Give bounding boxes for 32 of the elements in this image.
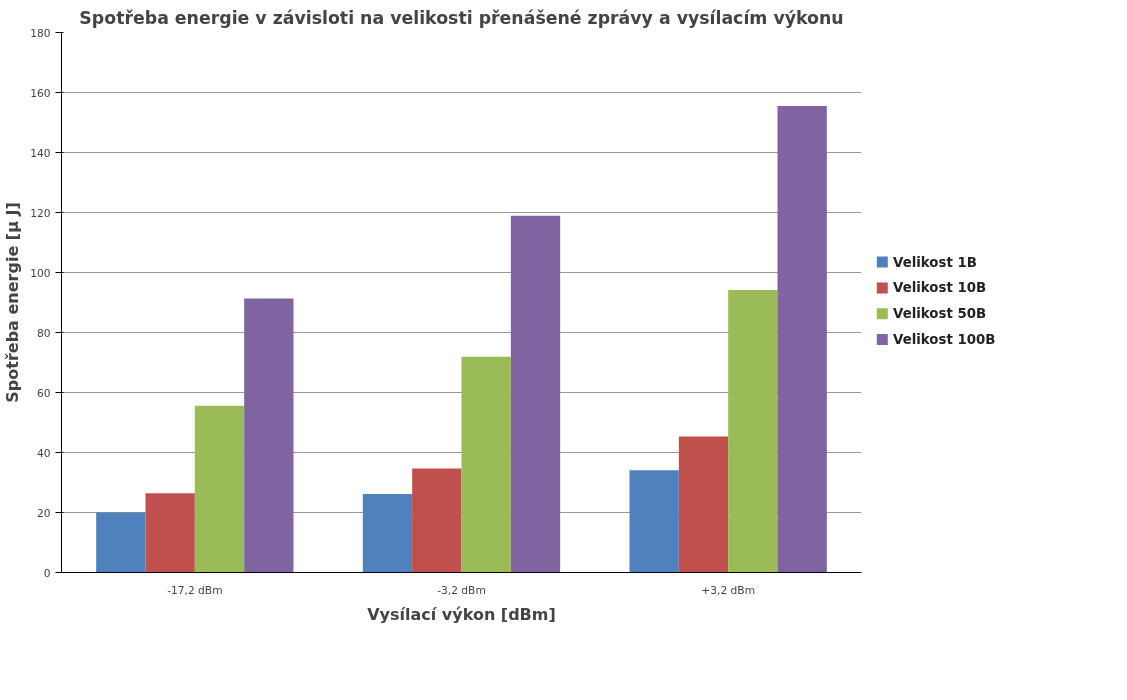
bar bbox=[678, 436, 729, 573]
bar bbox=[629, 470, 679, 573]
y-tick-label: 60 bbox=[36, 386, 51, 400]
y-axis-title: Spotřeba energie [µ J] bbox=[3, 202, 23, 403]
x-tick-label: -17,2 dBm bbox=[167, 583, 223, 597]
y-tick-label: 160 bbox=[30, 86, 51, 100]
bar bbox=[362, 493, 413, 573]
x-tick-label: +3,2 dBm bbox=[701, 583, 756, 597]
bar bbox=[728, 289, 778, 573]
bar bbox=[777, 106, 827, 573]
y-tick-label: 0 bbox=[43, 566, 51, 580]
bar bbox=[244, 298, 294, 573]
legend-label: Velikost 10B bbox=[893, 280, 987, 296]
y-tick-label: 20 bbox=[36, 506, 51, 520]
legend-label: Velikost 50B bbox=[893, 306, 987, 322]
y-tick-label: 100 bbox=[30, 266, 51, 280]
bar bbox=[194, 405, 245, 573]
bar bbox=[461, 356, 511, 573]
bar bbox=[510, 215, 561, 573]
y-tick-label: 180 bbox=[30, 26, 51, 40]
y-tick-label: 140 bbox=[30, 146, 51, 160]
bar bbox=[145, 493, 195, 573]
bar bbox=[412, 468, 462, 573]
chart-title: Spotřeba energie v závisloti na velikosti přenášené zprávy a vysílacím výkonu bbox=[79, 7, 844, 28]
x-tick-label: -3,2 dBm bbox=[437, 583, 486, 597]
bar bbox=[96, 512, 146, 573]
x-axis-title: Vysílací výkon [dBm] bbox=[367, 604, 556, 624]
legend-label: Velikost 1B bbox=[893, 254, 977, 270]
y-tick-label: 80 bbox=[36, 326, 51, 340]
y-tick-label: 40 bbox=[36, 446, 51, 460]
legend-label: Velikost 100B bbox=[893, 332, 996, 348]
y-tick-label: 120 bbox=[30, 206, 51, 220]
